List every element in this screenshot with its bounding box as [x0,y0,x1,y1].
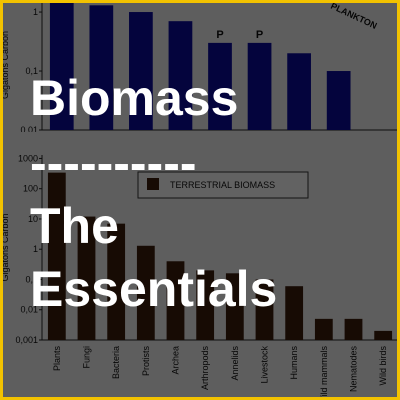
overlay-line: ---------- [30,135,197,191]
overlay-line: The [30,198,119,254]
overlay-line: Essentials [30,261,277,317]
overlay-text: Biomass ---------- The Essentials [30,70,277,317]
overlay-line: Biomass [30,70,238,126]
